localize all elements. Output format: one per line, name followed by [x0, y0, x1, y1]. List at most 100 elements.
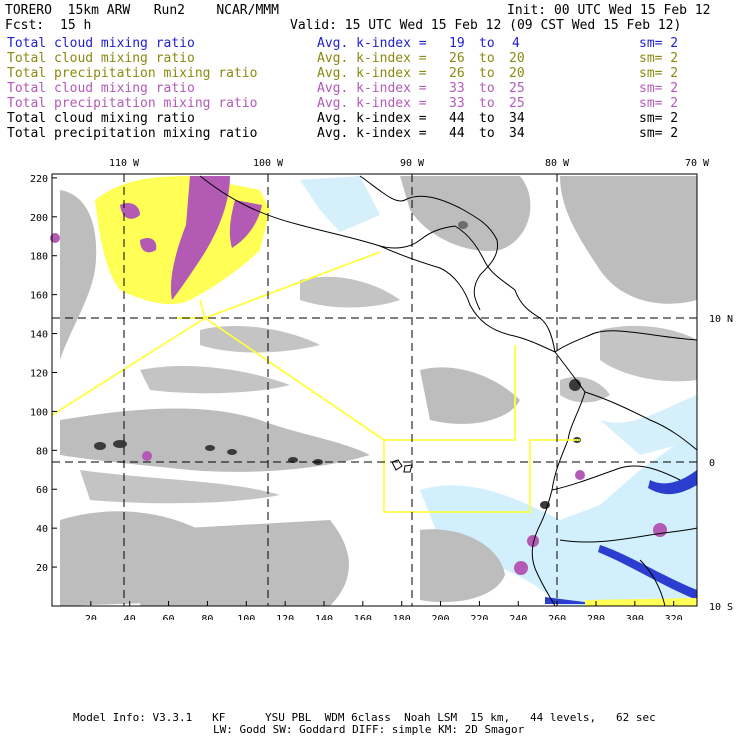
legend-from: 19	[449, 36, 465, 51]
legend-sm: sm= 2	[639, 66, 679, 81]
gray-cloud	[300, 276, 400, 308]
border	[551, 465, 681, 491]
purple-cell	[142, 451, 152, 461]
legend-sm: sm= 2	[639, 81, 679, 96]
legend-from: 26	[449, 51, 465, 66]
boundary-line	[384, 345, 516, 441]
x-tick-label: 240	[509, 614, 527, 620]
purple-cell	[653, 523, 667, 537]
legend-from: 44	[449, 111, 465, 126]
dark-core	[227, 449, 237, 455]
y-tick-label: 80	[36, 446, 48, 457]
legend-from: 44	[449, 126, 465, 141]
y-tick-label: 60	[36, 485, 48, 496]
legend-field: Total precipitation mixing ratio	[7, 126, 258, 141]
legend-kindex: Avg. k-index =	[317, 96, 427, 111]
legend-from: 26	[449, 66, 465, 81]
purple-band	[229, 200, 262, 248]
model-title: TORERO 15km ARW Run2 NCAR/MMM	[5, 3, 279, 18]
border	[584, 391, 698, 451]
lat-label: 10 N	[709, 314, 733, 325]
coastline	[379, 245, 556, 353]
legend-field: Total precipitation mixing ratio	[7, 66, 258, 81]
legend-kindex: Avg. k-index =	[317, 111, 427, 126]
island	[403, 464, 413, 473]
legend-to: 20	[509, 51, 525, 66]
dark-core	[113, 440, 127, 448]
dark-core	[94, 442, 106, 450]
legend-to: 20	[509, 66, 525, 81]
lon-label: 80 W	[545, 158, 570, 169]
lat-label: 0	[709, 458, 715, 469]
y-tick-label: 100	[30, 407, 48, 418]
legend-row: Total precipitation mixing ratio Avg. k-…	[7, 126, 737, 141]
forecast-map: 20 40 60 80 100 120 140 160 180 200 220 240 260 280 30…	[30, 158, 733, 620]
forecast-label: Fcst:	[5, 18, 45, 33]
x-tick-label: 60	[163, 614, 175, 620]
lon-label: 100 W	[253, 158, 284, 169]
legend-to: 4	[512, 36, 520, 51]
legend-sm: sm= 2	[639, 51, 679, 66]
x-tick-label: 120	[276, 614, 294, 620]
x-tick-label: 20	[85, 614, 97, 620]
yellow-field	[585, 598, 697, 606]
x-tick-label: 220	[470, 614, 488, 620]
y-tick-label: 200	[30, 213, 48, 224]
border	[454, 225, 516, 291]
legend-row: Total cloud mixing ratio Avg. k-index = …	[7, 111, 737, 126]
legend-to: 34	[509, 111, 525, 126]
legend-field: Total cloud mixing ratio	[7, 36, 195, 51]
legend-to-word: to	[479, 126, 495, 141]
border	[639, 559, 666, 607]
legend-field: Total precipitation mixing ratio	[7, 96, 258, 111]
legend-row: Total precipitation mixing ratio Avg. k-…	[7, 66, 737, 81]
gray-cloud	[420, 367, 520, 424]
model-info: Model Info: V3.3.1 KF YSU PBL WDM 6class…	[73, 711, 656, 724]
lon-label: 90 W	[400, 158, 425, 169]
legend-kindex: Avg. k-index =	[317, 126, 427, 141]
y-tick-label: 120	[30, 368, 48, 379]
axis-ticks: 20 40 60 80 100 120 140 160 180 200 220 240 260 280 30…	[30, 158, 733, 620]
lat-lon-grid	[52, 174, 697, 606]
legend-to-word: to	[479, 66, 495, 81]
purple-cell	[527, 535, 539, 547]
boundary-line	[199, 299, 206, 319]
blue-band	[648, 470, 697, 495]
purple-cell	[514, 561, 528, 575]
legend-row: Total cloud mixing ratio Avg. k-index = …	[7, 51, 737, 66]
init-time: Init: 00 UTC Wed 15 Feb 12	[507, 3, 711, 18]
legend-to: 25	[509, 96, 525, 111]
legend-from: 33	[449, 81, 465, 96]
lat-label: 10 S	[709, 602, 733, 613]
legend-sm: sm= 2	[639, 36, 679, 51]
y-tick-label: 140	[30, 330, 48, 341]
legend-to: 25	[509, 81, 525, 96]
gray-cloud	[60, 408, 370, 472]
purple-cell	[575, 470, 585, 480]
purple-band	[120, 203, 140, 219]
gray-cloud	[140, 520, 349, 606]
legend-row: Total precipitation mixing ratio Avg. k-…	[7, 96, 737, 111]
gray-cloud	[560, 176, 697, 304]
dark-core	[458, 221, 468, 229]
coastline	[554, 330, 698, 353]
dark-core	[569, 379, 581, 391]
coastline	[359, 175, 499, 311]
gray-cloud	[420, 529, 505, 603]
legend-to-word: to	[479, 96, 495, 111]
x-tick-label: 200	[432, 614, 450, 620]
x-tick-label: 180	[393, 614, 411, 620]
x-tick-label: 320	[665, 614, 683, 620]
x-tick-label: 100	[237, 614, 255, 620]
x-tick-label: 140	[315, 614, 333, 620]
y-tick-label: 40	[36, 524, 48, 535]
legend-row: Total cloud mixing ratio Avg. k-index = …	[7, 81, 737, 96]
coastlines	[199, 175, 698, 607]
gray-cloud	[140, 365, 290, 394]
purple-band	[140, 238, 157, 253]
legend-to-word: to	[479, 81, 495, 96]
x-tick-label: 160	[354, 614, 372, 620]
plot-frame	[51, 173, 698, 607]
legend-field: Total cloud mixing ratio	[7, 111, 195, 126]
lon-label: 110 W	[109, 158, 140, 169]
